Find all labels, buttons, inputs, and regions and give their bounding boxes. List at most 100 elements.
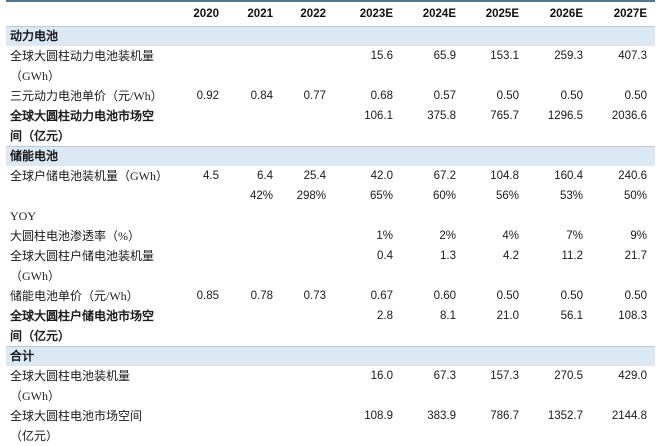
value-cell: 0.50 — [624, 290, 647, 302]
section-title: 动力电池 — [6, 26, 655, 46]
value-cell — [219, 246, 273, 286]
value-cell: 4.2 — [503, 250, 519, 262]
value-cell: 1296.5 — [547, 110, 583, 122]
value-cell — [219, 206, 273, 226]
value-cell: 7% — [566, 230, 583, 242]
table-row: YOY — [6, 206, 655, 226]
value-cell — [186, 206, 219, 226]
value-cell — [456, 206, 519, 226]
value-cell: 108.9 — [364, 410, 393, 422]
value-cell — [273, 366, 326, 406]
value-cell: 2036.6 — [611, 110, 647, 122]
value-cell — [219, 46, 273, 86]
value-cell: 8.1 — [440, 310, 456, 322]
value-cell — [393, 206, 456, 226]
row-label: 全球大圆柱电池装机量 （GWh） — [10, 369, 131, 403]
row-label: 全球大圆柱动力电池市场空 间（亿元） — [10, 109, 155, 143]
value-cell — [186, 406, 219, 446]
table-row: 全球户储电池装机量（GWh） 4.5 6.4 25.4 42.0 67.2 104.8 160… — [6, 166, 655, 186]
value-cell — [219, 106, 273, 147]
value-cell: 56% — [495, 190, 519, 202]
value-cell: 67.2 — [433, 170, 456, 182]
year-column-header: 2025E — [485, 8, 519, 20]
value-cell — [186, 186, 219, 206]
value-cell: 153.1 — [490, 50, 519, 62]
value-cell: 407.3 — [618, 50, 647, 62]
row-label — [6, 186, 186, 206]
value-cell: 16.0 — [370, 370, 393, 382]
table-row: 全球大圆柱电池市场空间 （亿元） 108.9 383.9 786.7 1352.7 214… — [6, 406, 655, 446]
value-cell: 67.3 — [433, 370, 456, 382]
value-cell — [186, 366, 219, 406]
value-cell — [186, 106, 219, 147]
value-cell — [273, 246, 326, 286]
value-cell: 0.77 — [303, 90, 326, 102]
row-label: 全球大圆柱动力电池装机量 （GWh） — [10, 49, 155, 83]
value-cell: 157.3 — [490, 370, 519, 382]
value-cell: 298% — [296, 190, 326, 202]
value-cell: 0.60 — [433, 290, 456, 302]
value-cell: 270.5 — [554, 370, 583, 382]
value-cell: 375.8 — [427, 110, 456, 122]
value-cell — [219, 406, 273, 446]
table-row: 全球大圆柱户储电池装机量 （GWh） 0.4 1.3 4.2 11.2 21.7 — [6, 246, 655, 286]
section-header-row: 储能电池 — [6, 146, 655, 166]
value-cell: 1.3 — [440, 250, 456, 262]
value-cell: 383.9 — [427, 410, 456, 422]
section-header-row: 动力电池 — [6, 26, 655, 46]
value-cell: 108.3 — [618, 310, 647, 322]
table-row: 42% 298% 65% 60% 56% 53% 50% — [6, 186, 655, 206]
value-cell — [186, 226, 219, 246]
value-cell: 65.9 — [433, 50, 456, 62]
value-cell: 1352.7 — [547, 410, 583, 422]
value-cell: 42% — [249, 190, 273, 202]
value-cell: 42.0 — [370, 170, 393, 182]
value-cell: 0.50 — [624, 90, 647, 102]
value-cell: 0.50 — [496, 90, 519, 102]
row-label-column-header — [6, 1, 186, 27]
value-cell: 0.85 — [196, 290, 219, 302]
table-row: 全球大圆柱户储电池市场空 间（亿元） 2.8 8.1 21.0 56.1 108.3 — [6, 306, 655, 347]
value-cell — [219, 226, 273, 246]
table-row: 全球大圆柱动力电池市场空 间（亿元） 106.1 375.8 765.7 1296.5 2… — [6, 106, 655, 147]
value-cell: 429.0 — [618, 370, 647, 382]
value-cell: 65% — [369, 190, 393, 202]
value-cell: 4% — [502, 230, 519, 242]
value-cell: 1% — [376, 230, 393, 242]
value-cell: 4.5 — [203, 170, 219, 182]
value-cell — [219, 366, 273, 406]
value-cell: 0.68 — [370, 90, 393, 102]
value-cell — [273, 206, 326, 226]
year-column-header: 2021 — [247, 8, 273, 20]
value-cell: 765.7 — [490, 110, 519, 122]
value-cell: 106.1 — [364, 110, 393, 122]
row-label: YOY — [10, 209, 36, 223]
row-label: 全球户储电池装机量（GWh） — [10, 169, 168, 183]
value-cell: 56.1 — [560, 310, 583, 322]
year-column-header: 2027E — [613, 8, 647, 20]
value-cell: 15.6 — [370, 50, 393, 62]
value-cell: 0.4 — [377, 250, 393, 262]
table-header-row: 2020 2021 2022 2023E 2024E 2025E 2026E 2027E — [6, 1, 655, 27]
value-cell: 2.8 — [377, 310, 393, 322]
row-label: 全球大圆柱户储电池市场空 间（亿元） — [10, 309, 155, 343]
section-title: 合计 — [6, 346, 655, 366]
value-cell: 0.84 — [250, 90, 273, 102]
year-column-header: 2024E — [422, 8, 456, 20]
year-column-header: 2022 — [300, 8, 326, 20]
value-cell: 0.67 — [370, 290, 393, 302]
value-cell: 60% — [432, 190, 456, 202]
value-cell: 0.92 — [196, 90, 219, 102]
row-label: 大圆柱电池渗透率（%） — [10, 229, 140, 243]
value-cell — [583, 206, 655, 226]
value-cell: 259.3 — [554, 50, 583, 62]
value-cell: 50% — [623, 190, 647, 202]
value-cell: 0.50 — [560, 290, 583, 302]
row-label: 全球大圆柱户储电池装机量 （GWh） — [10, 249, 155, 283]
value-cell: 25.4 — [303, 170, 326, 182]
year-column-header: 2023E — [359, 8, 393, 20]
value-cell: 0.78 — [250, 290, 273, 302]
value-cell: 11.2 — [561, 250, 583, 262]
year-column-header: 2026E — [549, 8, 583, 20]
table-row: 全球大圆柱电池装机量 （GWh） 16.0 67.3 157.3 270.5 429.0 — [6, 366, 655, 406]
